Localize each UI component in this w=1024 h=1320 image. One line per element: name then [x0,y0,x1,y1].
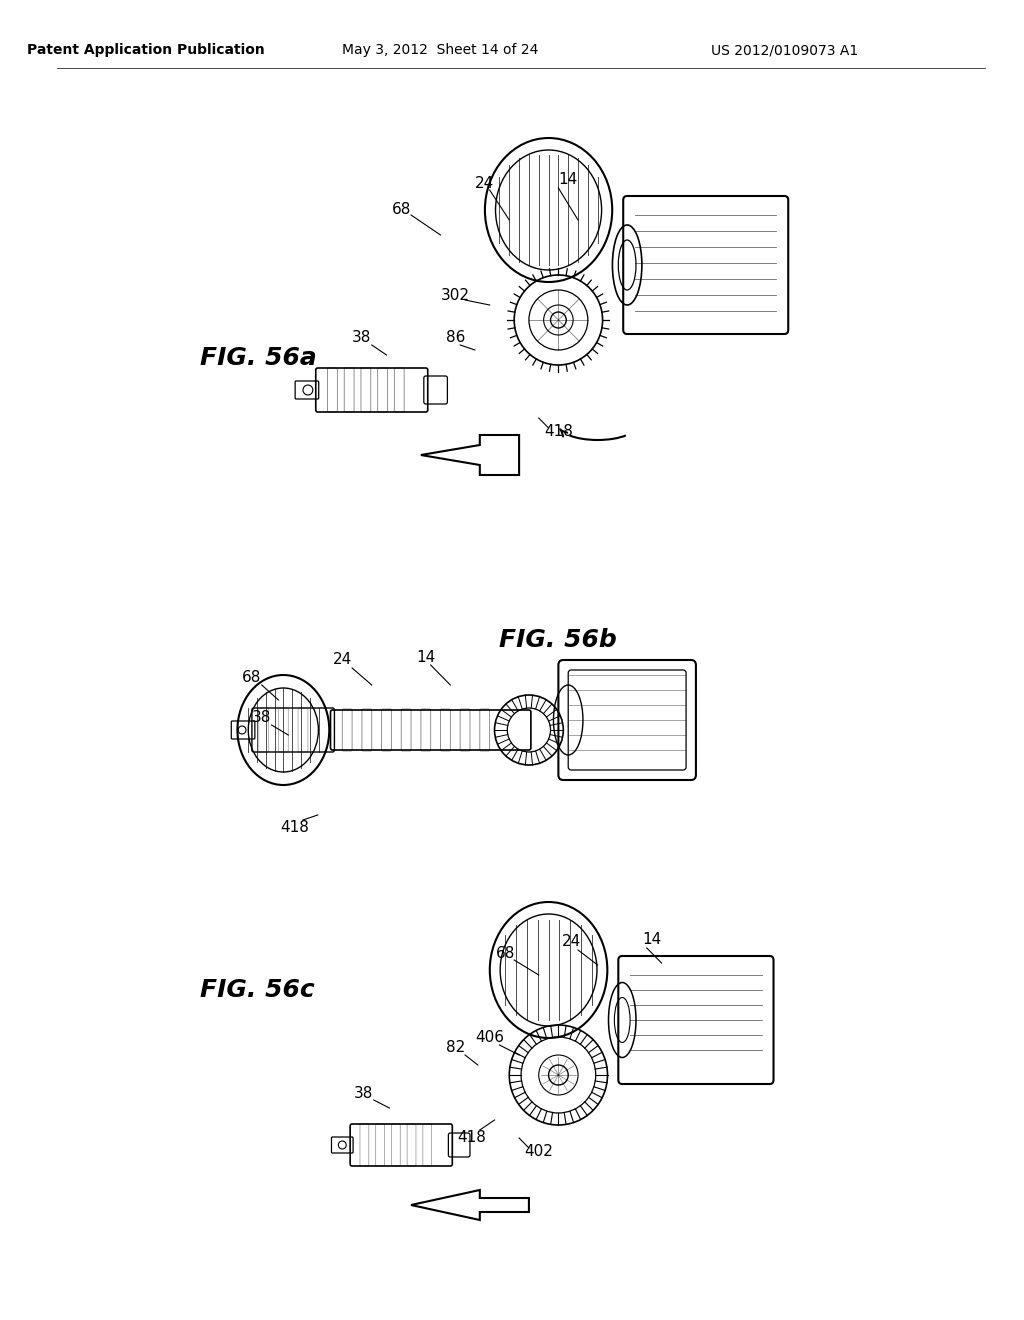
Text: 38: 38 [354,1085,374,1101]
Text: 406: 406 [475,1031,504,1045]
Text: FIG. 56a: FIG. 56a [200,346,316,370]
Text: 302: 302 [440,288,470,302]
Text: 38: 38 [252,710,271,726]
Text: 68: 68 [391,202,411,218]
Text: 418: 418 [458,1130,486,1144]
Text: 82: 82 [445,1040,465,1056]
Text: FIG. 56c: FIG. 56c [200,978,314,1002]
Text: 24: 24 [475,176,495,190]
Text: 418: 418 [544,425,572,440]
Text: 402: 402 [524,1144,553,1159]
Text: 24: 24 [333,652,352,668]
Text: 24: 24 [561,935,581,949]
Text: 68: 68 [496,945,515,961]
Text: 14: 14 [642,932,662,948]
Text: 14: 14 [558,173,578,187]
Text: FIG. 56b: FIG. 56b [500,628,617,652]
Text: May 3, 2012  Sheet 14 of 24: May 3, 2012 Sheet 14 of 24 [342,44,539,57]
Text: 68: 68 [243,671,261,685]
Text: 38: 38 [352,330,372,346]
Text: US 2012/0109073 A1: US 2012/0109073 A1 [711,44,858,57]
Text: 86: 86 [445,330,465,346]
Text: Patent Application Publication: Patent Application Publication [27,44,264,57]
Text: 14: 14 [416,651,435,665]
Text: 418: 418 [281,821,309,836]
